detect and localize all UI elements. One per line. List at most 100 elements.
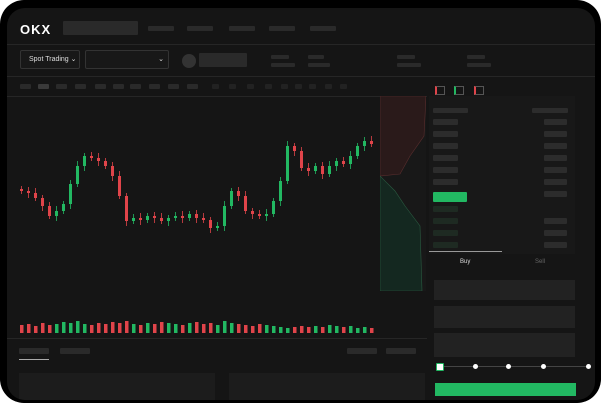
chart-tool-icon[interactable] bbox=[281, 84, 288, 89]
nav-item[interactable] bbox=[229, 26, 255, 31]
volume-bar bbox=[181, 325, 185, 333]
nav-item[interactable] bbox=[269, 26, 295, 31]
candle bbox=[27, 191, 30, 193]
timeframe-button[interactable] bbox=[20, 84, 31, 89]
search-bar[interactable] bbox=[63, 21, 138, 35]
amount-slider[interactable] bbox=[439, 366, 587, 367]
candle bbox=[34, 193, 37, 198]
chart-tool-icon[interactable] bbox=[340, 84, 347, 89]
total-input[interactable] bbox=[434, 333, 575, 357]
timeframe-button[interactable] bbox=[187, 84, 198, 89]
slider-stop[interactable] bbox=[586, 364, 591, 369]
amount-input[interactable] bbox=[434, 306, 575, 328]
candle bbox=[174, 216, 177, 218]
bid-price bbox=[433, 218, 458, 224]
volume-bar bbox=[132, 324, 136, 333]
candle bbox=[167, 218, 170, 221]
candle bbox=[69, 184, 72, 204]
candle bbox=[286, 146, 289, 181]
timeframe-button[interactable] bbox=[130, 84, 141, 89]
candle bbox=[349, 156, 352, 164]
candle bbox=[20, 189, 23, 191]
tab-sell[interactable]: Sell bbox=[535, 259, 546, 265]
volume-bar bbox=[244, 325, 248, 333]
volume-bar bbox=[41, 323, 45, 333]
chart-tool-icon[interactable] bbox=[295, 84, 302, 89]
slider-stop[interactable] bbox=[473, 364, 478, 369]
volume-bar bbox=[125, 321, 129, 333]
volume-bar bbox=[307, 327, 311, 333]
nav-item[interactable] bbox=[148, 26, 174, 31]
volume-bar bbox=[356, 328, 360, 333]
bid-price bbox=[433, 230, 458, 236]
pair-price bbox=[199, 53, 247, 67]
slider-stop[interactable] bbox=[506, 364, 511, 369]
timeframe-button[interactable] bbox=[56, 84, 67, 89]
volume-bar bbox=[251, 326, 255, 333]
candle bbox=[223, 206, 226, 226]
slider-stop[interactable] bbox=[541, 364, 546, 369]
volume-bar bbox=[118, 323, 122, 333]
tab-buy[interactable]: Buy bbox=[460, 259, 471, 265]
bottom-action[interactable] bbox=[386, 348, 416, 354]
volume-bar bbox=[167, 323, 171, 333]
orderbook-both-icon[interactable] bbox=[435, 86, 445, 95]
candle bbox=[300, 151, 303, 168]
chart-tool-icon[interactable] bbox=[309, 84, 316, 89]
volume-bar bbox=[342, 327, 346, 333]
bottom-tab-active[interactable] bbox=[19, 348, 49, 354]
volume-bar bbox=[174, 324, 178, 333]
candle bbox=[258, 214, 261, 216]
volume-bar bbox=[272, 326, 276, 333]
timeframe-button[interactable] bbox=[149, 84, 160, 89]
nav-item[interactable] bbox=[310, 26, 336, 31]
candle bbox=[188, 214, 191, 218]
timeframe-button[interactable] bbox=[168, 84, 179, 89]
candle bbox=[370, 141, 373, 144]
volume-bar bbox=[209, 323, 213, 333]
bid-price bbox=[433, 206, 458, 212]
ask-size bbox=[544, 119, 567, 125]
buy-button[interactable] bbox=[435, 383, 576, 396]
volume-bar bbox=[34, 326, 38, 333]
candlestick-chart[interactable] bbox=[7, 96, 427, 336]
nav-item[interactable] bbox=[187, 26, 213, 31]
ask-size bbox=[544, 191, 567, 197]
pair-select[interactable]: ⌄ bbox=[85, 50, 169, 69]
volume-bar bbox=[62, 322, 66, 333]
chart-tool-icon[interactable] bbox=[212, 84, 219, 89]
bid-size bbox=[544, 242, 567, 248]
chart-tool-icon[interactable] bbox=[265, 84, 272, 89]
candle bbox=[216, 226, 219, 228]
timeframe-button[interactable] bbox=[38, 84, 49, 89]
candle bbox=[139, 218, 142, 220]
bottom-action[interactable] bbox=[347, 348, 377, 354]
orderbook-asks-icon[interactable] bbox=[473, 86, 484, 95]
chart-tool-icon[interactable] bbox=[247, 84, 254, 89]
candle bbox=[244, 196, 247, 211]
order-book bbox=[429, 96, 575, 254]
volume-bar bbox=[139, 325, 143, 333]
timeframe-button[interactable] bbox=[113, 84, 124, 89]
volume-bar bbox=[104, 324, 108, 333]
volume-bar bbox=[335, 326, 339, 333]
candle bbox=[363, 141, 366, 146]
bottom-tab[interactable] bbox=[60, 348, 90, 354]
trading-mode-select[interactable]: Spot Trading ⌄ bbox=[20, 50, 80, 69]
chart-tool-icon[interactable] bbox=[229, 84, 236, 89]
candle bbox=[272, 201, 275, 214]
ask-price bbox=[433, 143, 458, 149]
ask-size bbox=[544, 143, 567, 149]
volume-bar bbox=[363, 327, 367, 333]
app-screen: OKX Spot Trading ⌄ ⌄ Buy Sell bbox=[7, 8, 595, 400]
price-input[interactable] bbox=[434, 280, 575, 300]
timeframe-button[interactable] bbox=[75, 84, 86, 89]
chart-tool-icon[interactable] bbox=[325, 84, 332, 89]
candle bbox=[41, 198, 44, 206]
timeframe-button[interactable] bbox=[95, 84, 106, 89]
bid-price bbox=[433, 242, 458, 248]
orderbook-bids-icon[interactable] bbox=[454, 86, 465, 95]
candle bbox=[342, 161, 345, 164]
volume-bar bbox=[293, 327, 297, 333]
slider-handle[interactable] bbox=[436, 363, 444, 371]
